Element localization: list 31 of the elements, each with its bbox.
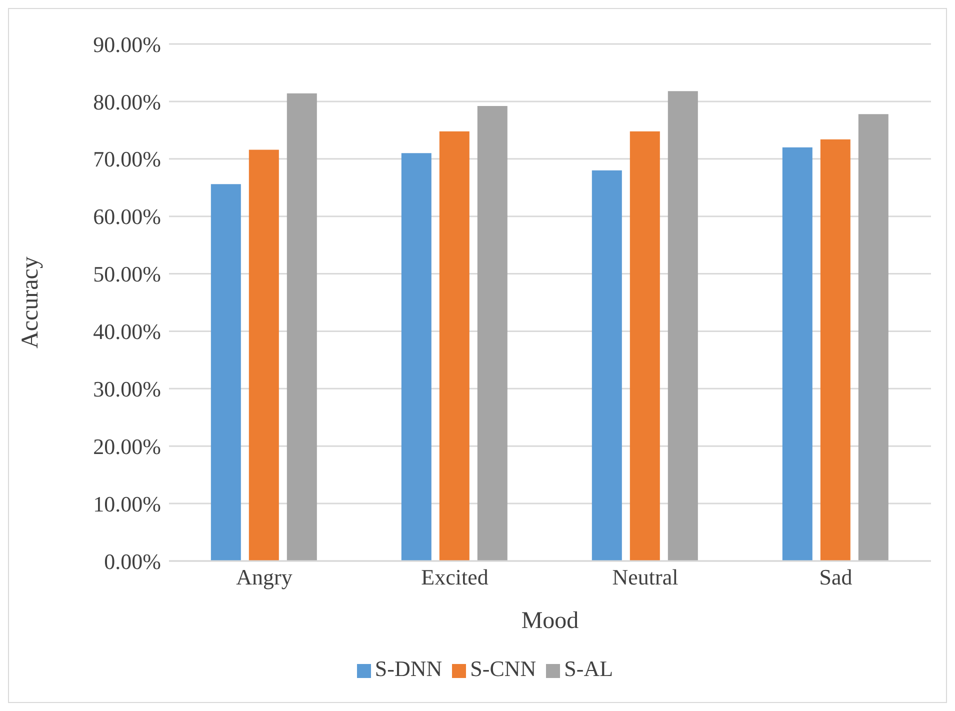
bar bbox=[210, 184, 241, 561]
y-tick-label: 10.00% bbox=[93, 491, 161, 516]
legend-label: S-CNN bbox=[470, 656, 536, 681]
bar bbox=[248, 150, 279, 561]
legend-label: S-AL bbox=[564, 656, 614, 681]
x-tick-label: Angry bbox=[236, 564, 292, 590]
bar bbox=[439, 131, 470, 561]
y-tick-label: 70.00% bbox=[93, 146, 161, 172]
bar bbox=[630, 131, 660, 561]
bar bbox=[820, 139, 850, 561]
bar bbox=[477, 106, 508, 561]
y-tick-label: 30.00% bbox=[93, 376, 161, 402]
y-tick-label: 20.00% bbox=[93, 434, 161, 459]
x-axis-title: Mood bbox=[521, 608, 579, 634]
bar bbox=[782, 147, 812, 561]
x-tick-label: Sad bbox=[819, 564, 852, 590]
bar bbox=[858, 114, 888, 561]
x-tick-label: Excited bbox=[421, 564, 488, 590]
bar bbox=[592, 170, 622, 561]
legend-label: S-DNN bbox=[374, 656, 442, 681]
y-axis-title: Accuracy bbox=[18, 256, 44, 348]
x-tick-label: Neutral bbox=[612, 564, 678, 590]
bar bbox=[668, 91, 698, 561]
bar bbox=[401, 153, 432, 561]
bar bbox=[286, 93, 317, 561]
y-tick-label: 90.00% bbox=[93, 32, 161, 57]
y-tick-label: 60.00% bbox=[93, 204, 161, 230]
y-tick-label: 50.00% bbox=[93, 262, 161, 287]
y-tick-label: 0.00% bbox=[104, 548, 161, 574]
y-tick-label: 80.00% bbox=[93, 89, 161, 114]
y-tick-label: 40.00% bbox=[93, 319, 161, 344]
